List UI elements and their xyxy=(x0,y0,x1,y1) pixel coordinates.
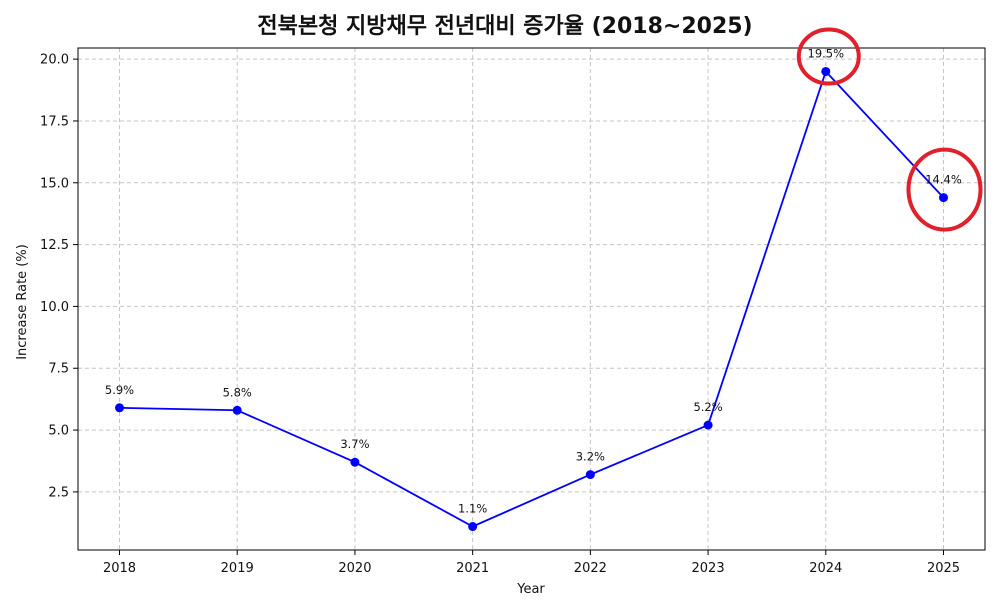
grid xyxy=(78,48,985,550)
y-tick-label: 12.5 xyxy=(40,238,69,253)
data-point xyxy=(232,405,242,415)
y-tick-label: 5.0 xyxy=(48,424,69,439)
data-label: 19.5% xyxy=(808,46,845,60)
x-tick-label: 2020 xyxy=(338,561,371,576)
x-tick-label: 2023 xyxy=(692,561,725,576)
highlight-circle xyxy=(906,147,983,232)
x-axis-label: Year xyxy=(516,582,545,597)
y-axis-label: Increase Rate (%) xyxy=(15,244,30,360)
x-tick-label: 2018 xyxy=(103,561,136,576)
y-tick-label: 20.0 xyxy=(40,53,69,68)
data-label: 5.8% xyxy=(223,385,252,399)
data-label: 5.2% xyxy=(693,400,722,414)
data-point xyxy=(703,420,713,430)
y-tick-label: 17.5 xyxy=(40,114,69,129)
y-tick-label: 2.5 xyxy=(48,485,69,500)
data-label: 3.2% xyxy=(576,450,605,464)
chart-title: 전북본청 지방채무 전년대비 증가율 (2018~2025) xyxy=(257,14,752,39)
series xyxy=(115,66,948,532)
data-point xyxy=(585,470,595,480)
x-tick-label: 2022 xyxy=(574,561,607,576)
x-tick-label: 2025 xyxy=(927,561,960,576)
data-point xyxy=(468,522,478,532)
highlight-circle xyxy=(796,27,861,86)
series-line xyxy=(119,69,945,528)
data-labels: 5.9% 5.8% 3.7% 1.1% 3.2% 5.2% 19.5% 14.4% xyxy=(105,46,962,515)
y-axis: 2.5 5.0 7.5 10.0 12.5 15.0 17.5 20.0 xyxy=(40,53,78,500)
plot-area-border xyxy=(77,47,986,551)
y-tick-label: 15.0 xyxy=(40,176,69,191)
x-tick-label: 2024 xyxy=(809,561,842,576)
data-label: 14.4% xyxy=(925,173,962,187)
data-point xyxy=(821,66,831,76)
plot-frame xyxy=(77,47,986,551)
data-label: 5.9% xyxy=(105,383,134,397)
data-label: 1.1% xyxy=(458,502,487,516)
data-point xyxy=(115,403,124,413)
data-label: 3.7% xyxy=(340,437,369,451)
data-point xyxy=(350,457,360,467)
x-tick-label: 2021 xyxy=(456,561,489,576)
data-point xyxy=(939,193,948,203)
y-tick-label: 10.0 xyxy=(40,300,69,315)
highlight-circles xyxy=(796,27,983,232)
y-tick-label: 7.5 xyxy=(48,362,69,377)
x-axis: 2018 2019 2020 2021 2022 2023 2024 2025 xyxy=(103,550,960,576)
x-tick-label: 2019 xyxy=(221,561,254,576)
